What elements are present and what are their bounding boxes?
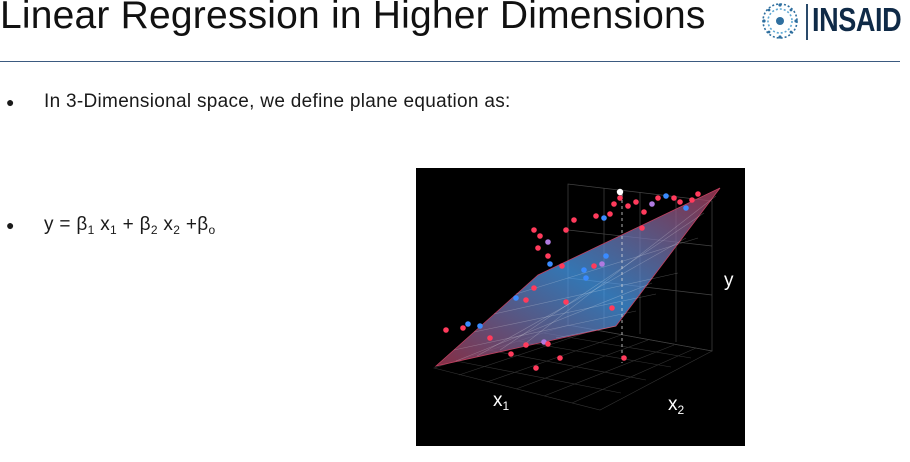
scatter-point (663, 193, 669, 199)
scatter-point (545, 253, 551, 259)
scatter-point (591, 263, 597, 269)
scatter-point (513, 295, 519, 301)
scatter-point (535, 245, 541, 251)
axis-y-label: y (724, 270, 734, 291)
scatter-point (655, 195, 661, 201)
logo-text: INSAID (812, 1, 902, 38)
scatter-point (683, 205, 689, 211)
title-underline (0, 61, 900, 62)
scatter-point (639, 225, 645, 231)
scatter-point (531, 227, 537, 233)
scatter-point (563, 227, 569, 233)
scatter-point (689, 197, 695, 203)
plane-surface (434, 187, 721, 367)
scatter-point (523, 342, 529, 348)
scatter-point (617, 195, 623, 201)
scatter-point (533, 365, 539, 371)
scatter-point (581, 267, 587, 273)
scatter-point (677, 199, 683, 205)
bullet-plane-intro: ● In 3-Dimensional space, we define plan… (0, 91, 700, 121)
scatter-point (477, 323, 483, 329)
scatter-point (649, 201, 655, 207)
insaid-logo: INSAID (760, 0, 908, 44)
scatter-point (583, 275, 589, 281)
scatter-point (547, 261, 553, 267)
logo-separator (806, 4, 808, 40)
bullet-dot: ● (6, 217, 15, 233)
scatter-point (563, 299, 569, 305)
scatter-point (465, 321, 471, 327)
scatter-point (593, 213, 599, 219)
scatter-point (531, 285, 537, 291)
fitted-plane (434, 187, 721, 367)
scatter-point (523, 297, 529, 303)
scatter-point (545, 239, 551, 245)
scatter-point (545, 341, 551, 347)
bullet-plane-equation: ● y = β1 x1 + β2 x2 +βo (0, 214, 300, 250)
bullet-text: In 3-Dimensional space, we define plane … (44, 91, 511, 112)
scatter-point (611, 201, 617, 207)
slide-title: Linear Regression in Higher Dimensions (0, 0, 706, 37)
scatter-point (508, 351, 514, 357)
scatter-point (537, 233, 543, 239)
insaid-globe-icon (762, 3, 798, 39)
scatter-point (616, 188, 624, 196)
data-points (443, 188, 701, 371)
bullet-dot: ● (6, 94, 15, 110)
scatter-point (641, 209, 647, 215)
scatter-point (625, 203, 631, 209)
scatter-point (487, 335, 493, 341)
axis-x1-label: x1 (493, 390, 510, 413)
scatter-point (603, 253, 609, 259)
scatter-point (671, 195, 677, 201)
scatter-point (571, 217, 577, 223)
regression-plane-plot (432, 183, 721, 411)
scatter-point (607, 211, 613, 217)
plane-equation: y = β1 x1 + β2 x2 +βo (44, 214, 216, 237)
scatter-point (601, 215, 607, 221)
scatter-point (557, 355, 563, 361)
scatter-point (443, 327, 449, 333)
scatter-point (460, 325, 466, 331)
scatter-point (695, 191, 701, 197)
scatter-point (559, 263, 565, 269)
regression-plane-figure: x1 x2 y (416, 168, 745, 446)
scatter-point (599, 261, 605, 267)
scatter-point (609, 305, 615, 311)
scatter-point (633, 199, 639, 205)
scatter-point (621, 355, 627, 361)
axis-x2-label: x2 (668, 394, 685, 417)
